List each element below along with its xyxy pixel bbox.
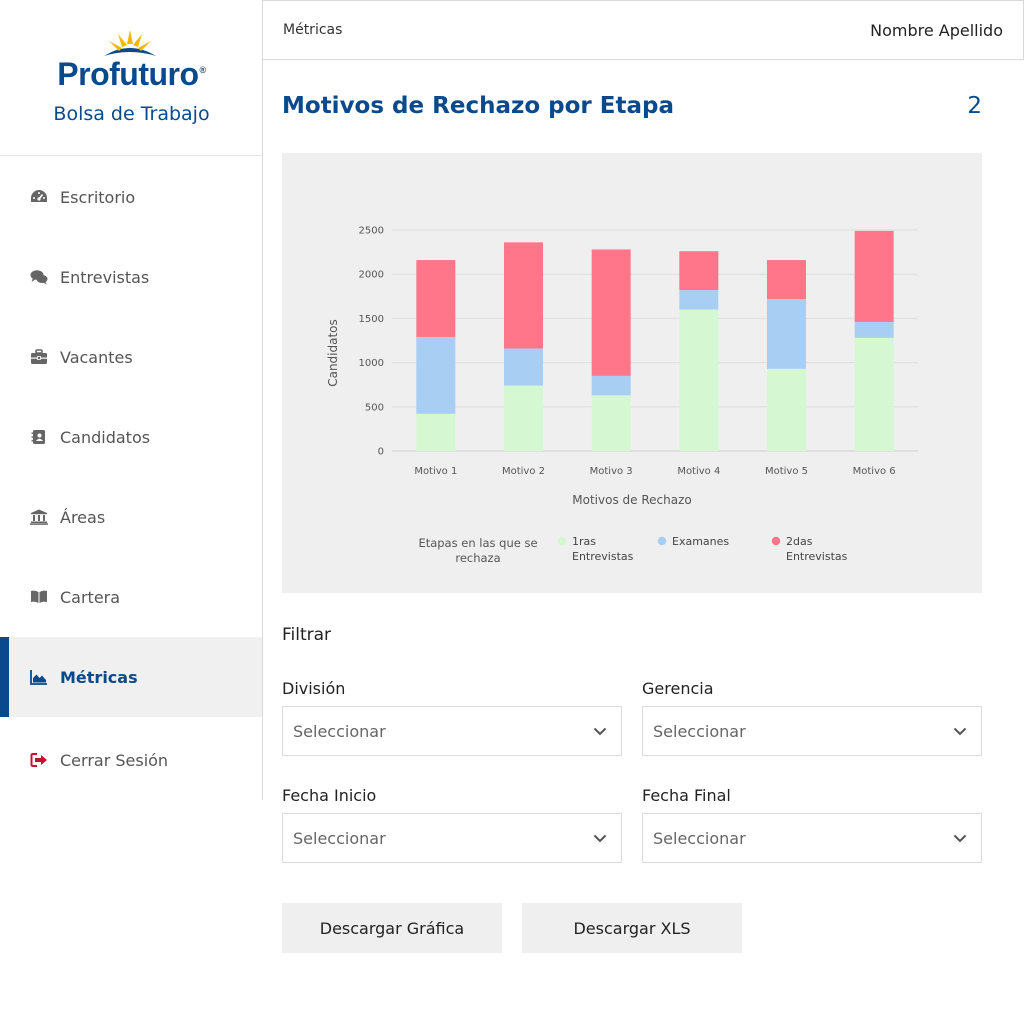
sidebar-item-candidatos[interactable]: Candidatos (0, 397, 262, 477)
page-title: Motivos de Rechazo por Etapa (282, 93, 674, 119)
sidebar: Profuturo® Bolsa de Trabajo Escritorio E… (0, 0, 263, 800)
bar-segment (854, 321, 894, 338)
chevron-down-icon (593, 834, 607, 842)
y-tick-label: 500 (365, 402, 384, 413)
chevron-down-icon (953, 834, 967, 842)
sidebar-item-areas[interactable]: Áreas (0, 477, 262, 557)
bar-segment (591, 395, 631, 451)
legend-label: 1ras Entrevistas (572, 535, 634, 563)
legend-label: 2das Entrevistas (786, 535, 848, 563)
x-tick-label: Motivo 4 (677, 466, 720, 477)
bar-segment (679, 290, 719, 310)
area-chart-icon (30, 668, 48, 686)
legend-title: Etapas en las que se rechaza (418, 536, 537, 565)
legend-swatch (657, 536, 667, 546)
division-select[interactable]: Seleccionar (282, 706, 622, 756)
bar-segment (591, 375, 631, 396)
user-name[interactable]: Nombre Apellido (870, 20, 1003, 40)
chevron-down-icon (953, 727, 967, 735)
y-tick-label: 1500 (359, 314, 384, 325)
briefcase-icon (30, 348, 48, 366)
fecha-final-select-value: Seleccionar (653, 828, 746, 848)
bar-segment (767, 368, 806, 451)
sign-out-icon (30, 751, 48, 769)
sidebar-item-label: Métricas (60, 667, 138, 687)
stacked-bar-chart: 0 500 1000 1500 2000 2500 Motivo 1 Motivo 2 Moti… (326, 226, 918, 565)
brand-name: Profuturo® (57, 56, 206, 92)
sun-logo-icon (104, 30, 156, 56)
sidebar-item-cartera[interactable]: Cartera (0, 557, 262, 637)
legend-swatch (557, 536, 567, 546)
x-tick-label: Motivo 3 (590, 466, 633, 477)
top-bar: Métricas Nombre Apellido (263, 0, 1024, 60)
sidebar-item-label: Vacantes (60, 347, 133, 367)
x-tick-label: Motivo 6 (853, 466, 896, 477)
chevron-down-icon (593, 727, 607, 735)
result-count: 2 (967, 93, 982, 119)
bar-segment (767, 260, 806, 299)
fecha-inicio-label: Fecha Inicio (282, 786, 377, 805)
legend-label: Examanes (672, 535, 729, 548)
bar-segment (416, 260, 456, 337)
bar-segment (416, 413, 456, 451)
gerencia-select-value: Seleccionar (653, 721, 746, 741)
fecha-inicio-select-value: Seleccionar (293, 828, 386, 848)
logout-label: Cerrar Sesión (60, 750, 169, 770)
download-xls-button[interactable]: Descargar XLS (522, 903, 742, 953)
gerencia-select[interactable]: Seleccionar (642, 706, 982, 756)
y-axis-title: Candidatos (326, 319, 340, 387)
comments-icon (30, 268, 48, 286)
sidebar-item-label: Escritorio (60, 187, 136, 207)
sidebar-item-label: Candidatos (60, 427, 151, 447)
brand-subtitle: Bolsa de Trabajo (53, 103, 210, 125)
division-label: División (282, 679, 346, 698)
gerencia-label: Gerencia (642, 679, 714, 698)
sidebar-item-label: Áreas (60, 507, 106, 527)
x-axis-title: Motivos de Rechazo (572, 493, 691, 507)
x-tick-label: Motivo 5 (765, 466, 808, 477)
bar-segment (854, 337, 894, 451)
contact-book-icon (30, 428, 48, 446)
brand-logo[interactable]: Profuturo® Bolsa de Trabajo (0, 0, 263, 156)
sidebar-item-metricas[interactable]: Métricas (0, 637, 262, 717)
institution-icon (30, 508, 48, 526)
x-tick-label: Motivo 1 (414, 466, 457, 477)
breadcrumb[interactable]: Métricas (283, 22, 343, 38)
bar-segment (504, 385, 543, 451)
fecha-final-label: Fecha Final (642, 786, 731, 805)
y-tick-label: 2000 (359, 270, 384, 281)
fecha-inicio-select[interactable]: Seleccionar (282, 813, 622, 863)
y-tick-label: 1000 (359, 358, 384, 369)
sidebar-item-escritorio[interactable]: Escritorio (0, 157, 262, 237)
dashboard-icon (30, 188, 48, 206)
book-icon (30, 588, 48, 606)
chart-panel: 0 500 1000 1500 2000 2500 Motivo 1 Motivo 2 Moti… (282, 153, 982, 593)
bar-segment (504, 348, 543, 386)
fecha-final-select[interactable]: Seleccionar (642, 813, 982, 863)
download-chart-button[interactable]: Descargar Gráfica (282, 903, 502, 953)
y-tick-label: 0 (378, 447, 384, 458)
bar-segment (504, 242, 543, 349)
division-select-value: Seleccionar (293, 721, 386, 741)
x-tick-label: Motivo 2 (502, 466, 545, 477)
sidebar-item-vacantes[interactable]: Vacantes (0, 317, 262, 397)
sidebar-item-entrevistas[interactable]: Entrevistas (0, 237, 262, 317)
y-tick-label: 2500 (359, 226, 384, 237)
sidebar-item-label: Entrevistas (60, 267, 150, 287)
bar-segment (679, 309, 719, 451)
bar-segment (767, 298, 806, 369)
logout-button[interactable]: Cerrar Sesión (0, 720, 262, 800)
filter-title: Filtrar (282, 625, 332, 645)
sidebar-item-label: Cartera (60, 587, 121, 607)
legend-swatch (771, 536, 781, 546)
bar-segment (679, 251, 719, 291)
bar-segment (591, 249, 631, 376)
bar-segment (854, 230, 894, 322)
bar-segment (416, 336, 456, 414)
